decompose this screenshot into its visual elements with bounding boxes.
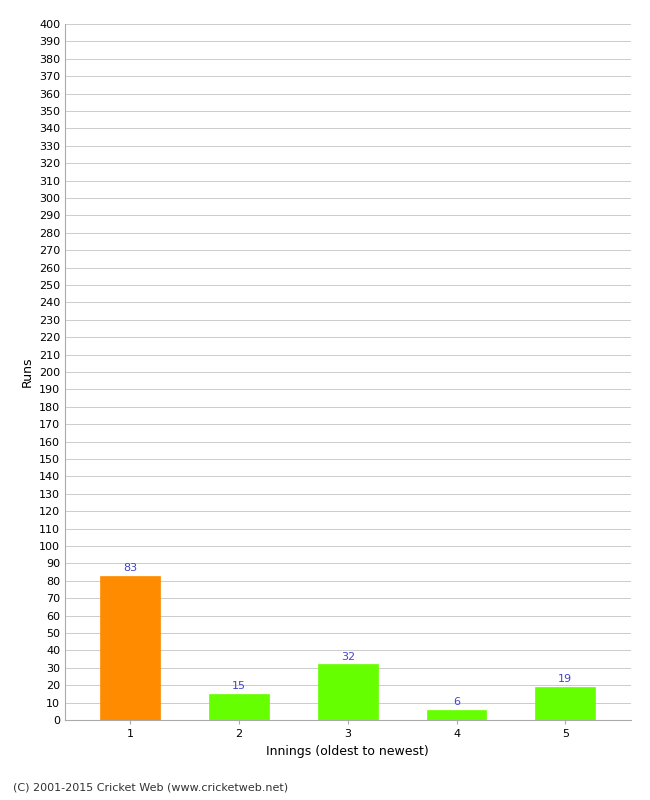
Text: 6: 6 [453,697,460,707]
X-axis label: Innings (oldest to newest): Innings (oldest to newest) [266,745,429,758]
Bar [209,694,269,720]
Text: (C) 2001-2015 Cricket Web (www.cricketweb.net): (C) 2001-2015 Cricket Web (www.cricketwe… [13,782,288,792]
Text: 83: 83 [124,563,137,573]
Y-axis label: Runs: Runs [20,357,33,387]
Text: 19: 19 [558,674,572,684]
Text: 15: 15 [232,682,246,691]
Bar [426,710,486,720]
Bar [318,664,378,720]
Text: 32: 32 [341,652,355,662]
Bar [536,687,595,720]
Bar [100,575,160,720]
